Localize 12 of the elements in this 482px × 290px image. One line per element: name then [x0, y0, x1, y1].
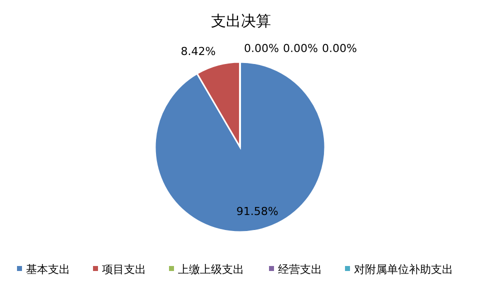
text: 0.00%: [322, 42, 357, 55]
legend-label: 上缴上级支出: [178, 263, 244, 276]
text: 0.00%: [283, 42, 318, 55]
pie-slice: [154, 61, 326, 233]
data-label: 91.58%: [236, 204, 278, 218]
chart-title: 支出决算: [211, 12, 271, 30]
legend-label: 基本支出: [26, 263, 70, 276]
legend-label: 对附属单位补助支出: [354, 263, 453, 276]
legend-label: 项目支出: [102, 263, 146, 276]
text: 0.00%: [244, 42, 279, 55]
legend-label: 经营支出: [278, 263, 322, 276]
data-label: 8.42%: [180, 45, 216, 58]
